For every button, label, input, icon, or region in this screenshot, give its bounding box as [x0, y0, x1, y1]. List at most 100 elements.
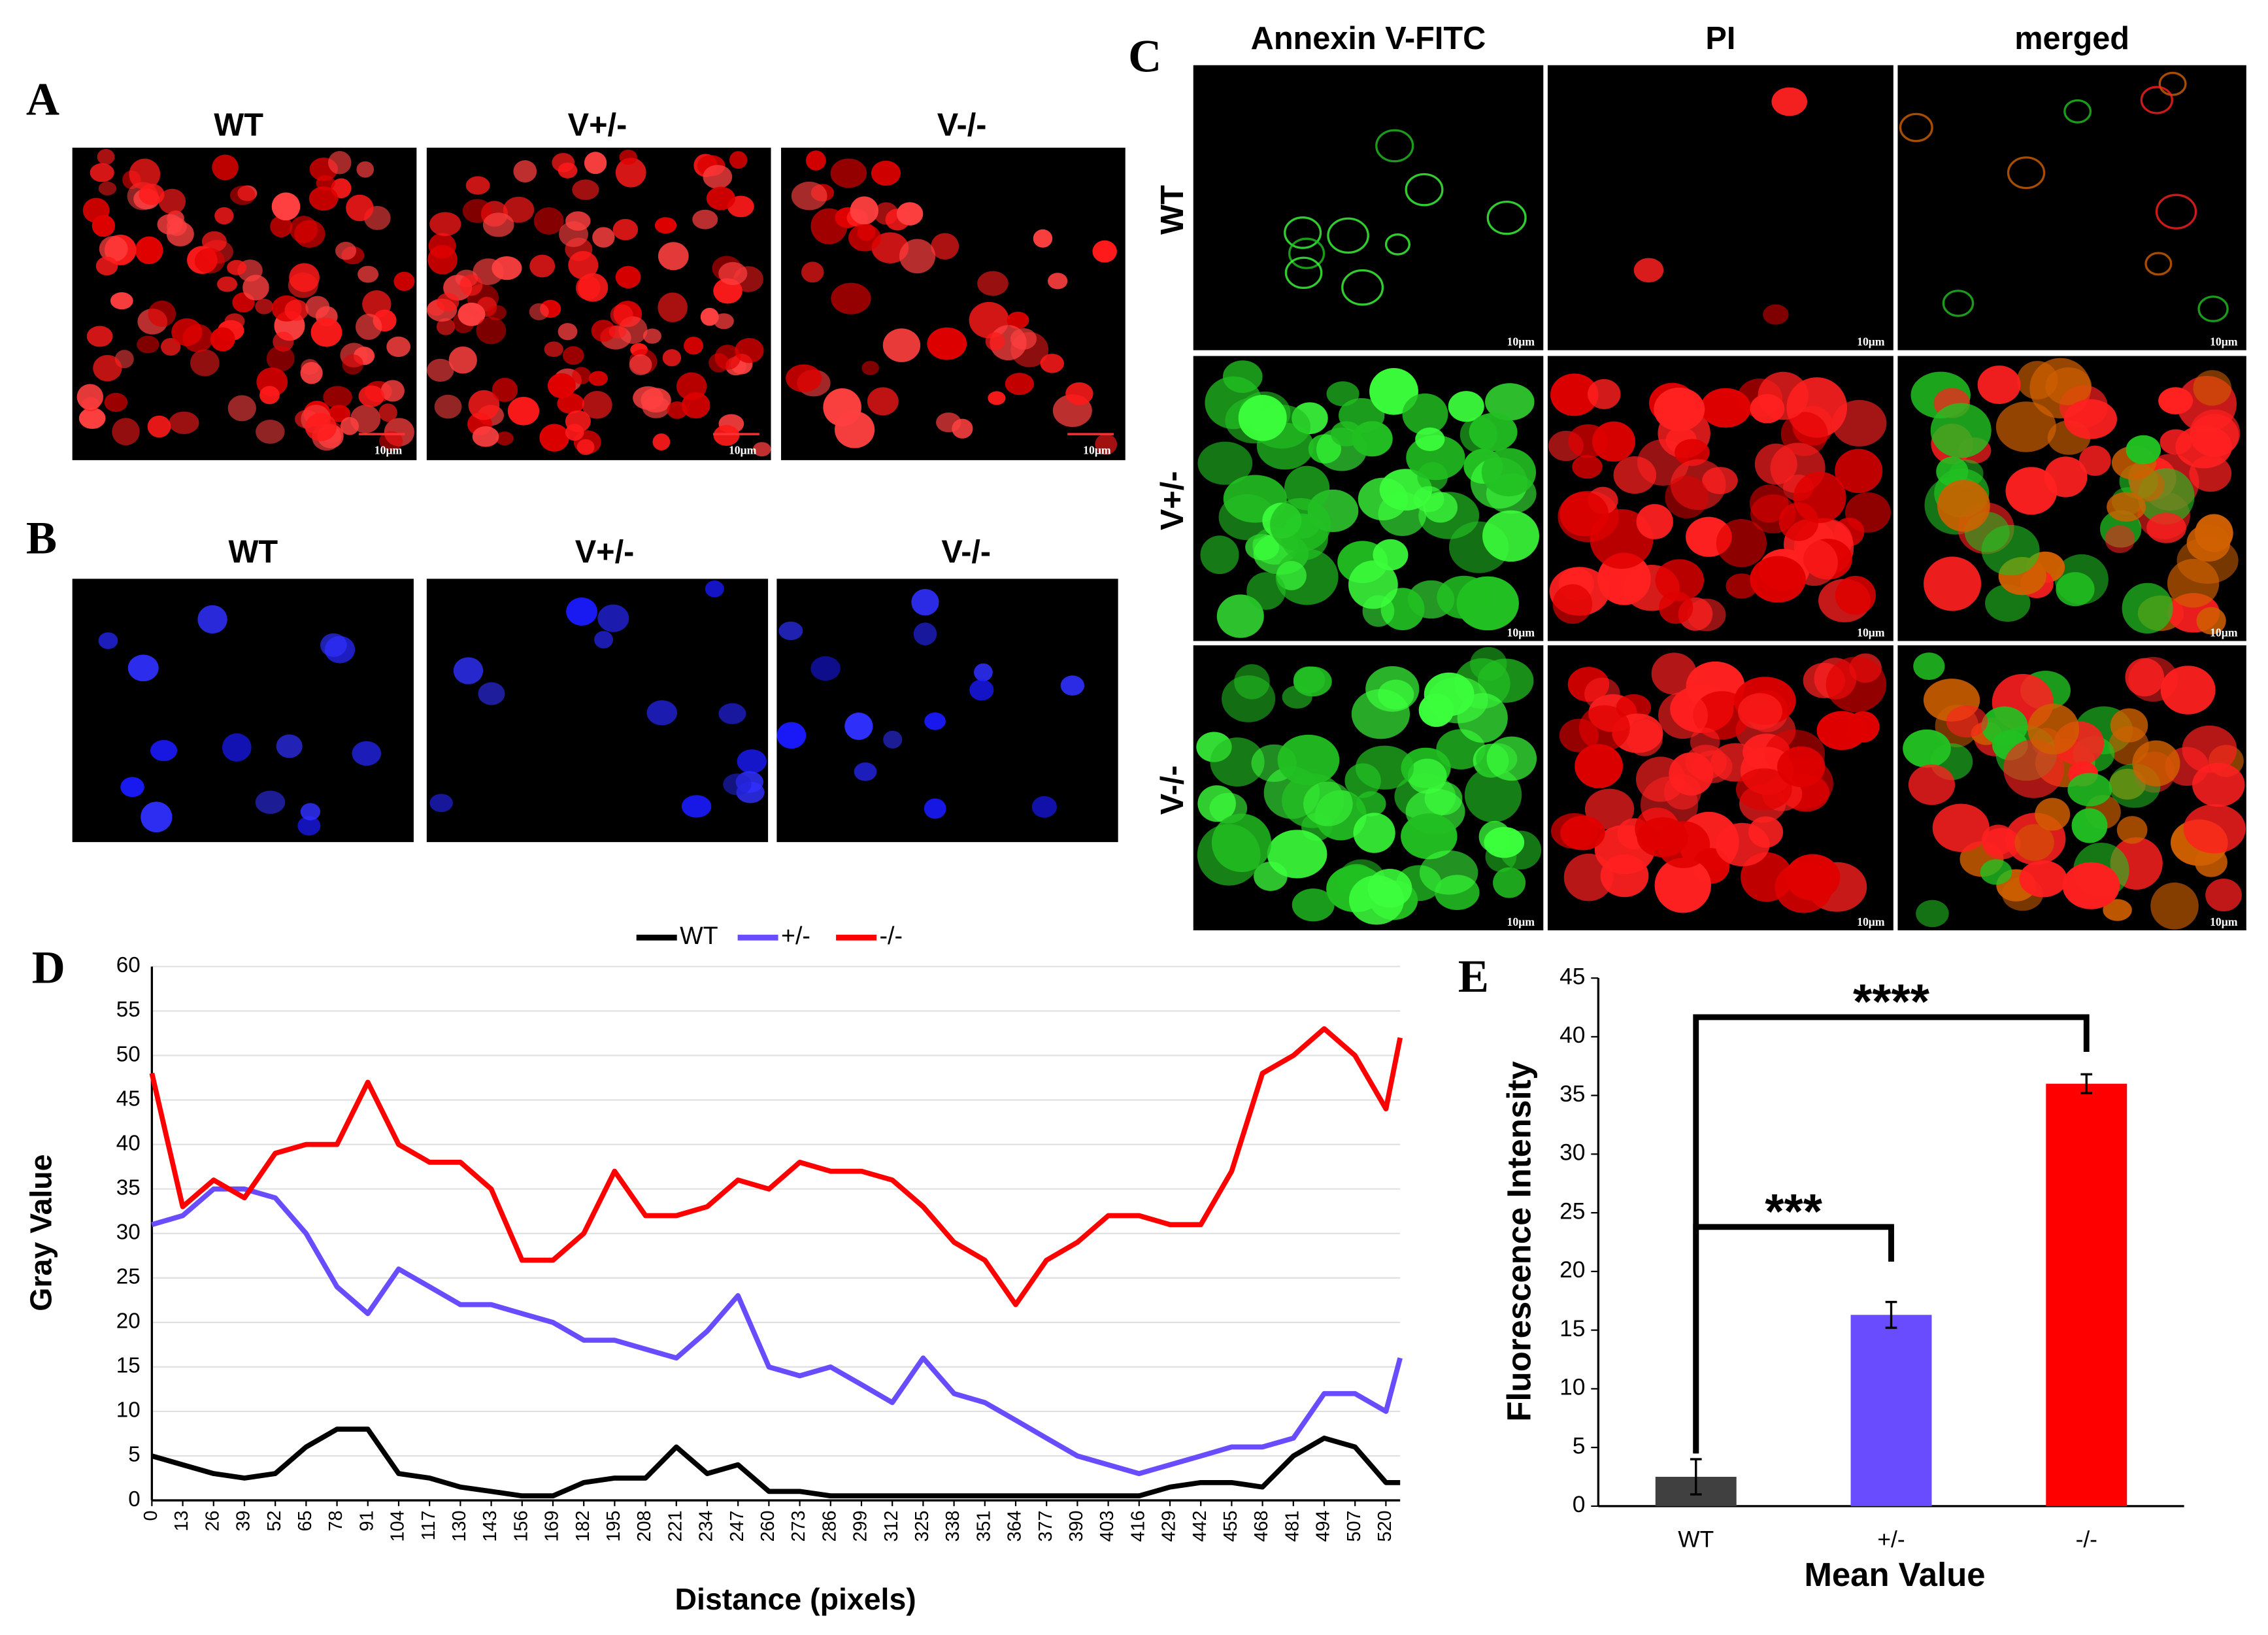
cell — [1477, 658, 1534, 703]
cell — [328, 151, 352, 175]
cell — [1485, 383, 1535, 421]
cell — [752, 442, 771, 457]
scale-bar: 10μm — [1857, 335, 1885, 348]
cell — [429, 212, 461, 237]
x-tick-label: 143 — [480, 1511, 501, 1542]
cell — [2035, 798, 2071, 831]
x-axis-label: Mean Value — [1804, 1556, 1985, 1593]
cell — [1916, 900, 1949, 928]
x-tick-label: 520 — [1375, 1511, 1395, 1542]
cell — [1636, 504, 1673, 539]
cell — [2122, 582, 2173, 634]
x-tick-label: 13 — [171, 1511, 192, 1532]
cell — [558, 162, 578, 178]
cell — [1946, 705, 1988, 738]
y-tick-label: 40 — [1559, 1022, 1585, 1048]
y-tick-label: 25 — [1559, 1198, 1585, 1224]
cell — [1702, 467, 1738, 494]
cell — [1924, 556, 1982, 611]
cell — [1578, 705, 1630, 751]
cell — [582, 390, 612, 419]
cell — [591, 320, 616, 342]
panel-label: B — [26, 513, 57, 564]
cell — [169, 411, 199, 434]
cell — [2067, 773, 2112, 807]
cell — [584, 152, 607, 175]
cell — [718, 261, 748, 286]
x-tick-label: 468 — [1251, 1511, 1272, 1542]
cell — [1355, 745, 1414, 790]
cell — [1478, 820, 1511, 852]
cell — [316, 175, 335, 191]
column-title: Annexin V-FITC — [1251, 21, 1486, 56]
cell — [927, 327, 967, 360]
cell — [1735, 768, 1792, 811]
cell — [867, 387, 899, 416]
cell — [529, 254, 556, 278]
cell — [615, 158, 646, 188]
significance-label: **** — [1853, 974, 1930, 1029]
cell — [646, 700, 678, 726]
cell — [899, 239, 936, 274]
cell — [222, 733, 252, 762]
cell — [1685, 745, 1727, 780]
legend-label: +/- — [781, 922, 810, 949]
cell — [776, 722, 807, 749]
cell — [259, 386, 280, 405]
x-tick-label: 182 — [573, 1511, 593, 1542]
cell — [848, 224, 881, 252]
y-axis-label: Gray Value — [24, 1155, 58, 1311]
cell — [572, 367, 592, 384]
x-tick-label: -/- — [2076, 1526, 2097, 1552]
cell — [1048, 273, 1068, 290]
cell — [476, 316, 507, 345]
cell — [1367, 868, 1412, 908]
legend-label: -/- — [880, 922, 903, 949]
cell — [565, 410, 591, 433]
cell — [652, 433, 671, 450]
scale-bar: 10μm — [1857, 626, 1885, 639]
cell — [1845, 492, 1891, 533]
cell — [633, 386, 664, 410]
cell — [1326, 381, 1359, 407]
cell — [1592, 421, 1636, 462]
cell — [2195, 514, 2233, 552]
x-tick-label: 169 — [542, 1511, 563, 1542]
cell — [2125, 658, 2165, 697]
cell — [1419, 850, 1478, 895]
error-bar — [2080, 1073, 2093, 1094]
panel-label: A — [26, 75, 59, 126]
cell — [147, 415, 171, 438]
scale-bar: 10μm — [2210, 335, 2238, 348]
x-tick-label: 351 — [973, 1511, 994, 1542]
y-tick-label: 35 — [1559, 1081, 1585, 1107]
cell — [1417, 462, 1448, 492]
cell — [1899, 112, 1933, 143]
cell — [1572, 455, 1603, 479]
x-tick-label: 273 — [788, 1511, 809, 1542]
cell — [355, 313, 382, 340]
cell — [778, 621, 803, 641]
x-tick-label: WT — [1678, 1526, 1714, 1552]
cell — [2003, 739, 2065, 798]
cell — [1654, 858, 1711, 913]
row-title: V+/- — [1155, 471, 1190, 531]
cell — [612, 218, 639, 241]
cell — [1292, 888, 1335, 922]
x-tick-label: 416 — [1127, 1511, 1148, 1542]
cell — [1748, 816, 1784, 848]
cell — [93, 354, 122, 382]
cell — [135, 236, 163, 265]
cell — [1040, 354, 1065, 373]
cell — [592, 227, 615, 248]
cell — [1575, 744, 1624, 788]
scale-bar: 10μm — [1083, 444, 1111, 457]
cell — [1245, 533, 1280, 561]
cell — [2158, 71, 2187, 96]
cell — [1234, 664, 1270, 700]
x-tick-label: 286 — [819, 1511, 840, 1542]
cell — [1384, 233, 1410, 256]
cell — [2107, 492, 2146, 522]
x-tick-label: 429 — [1159, 1511, 1180, 1542]
scale-bar: 10μm — [375, 444, 403, 457]
